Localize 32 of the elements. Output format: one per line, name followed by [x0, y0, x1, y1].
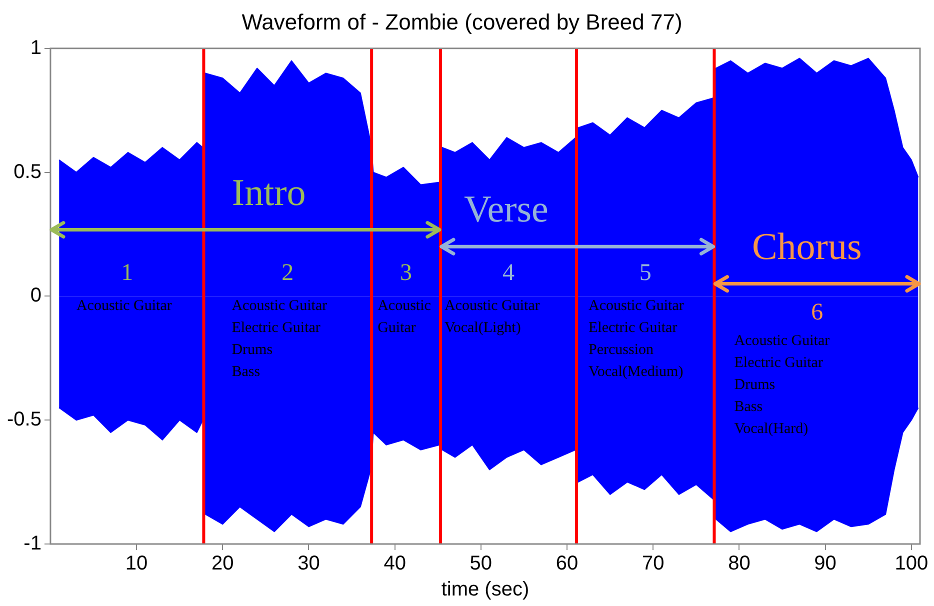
y-tick-label: 0.5: [14, 160, 42, 183]
y-tick-label: -0.5: [6, 408, 42, 431]
x-tick-label: 70: [642, 552, 664, 575]
x-tick-label: 100: [894, 552, 928, 575]
annotation: Intro: [232, 172, 306, 214]
annotation: 2: [282, 260, 294, 286]
x-tick-label: 60: [556, 552, 578, 575]
annotation: Verse: [464, 188, 548, 231]
annotation: 4: [502, 260, 514, 286]
annotation: Acoustic Guitar Electric Guitar Drums Bass Vocal(Hard): [734, 332, 830, 437]
y-tick-label: 1: [30, 36, 42, 59]
annotation: Acoustic Guitar Electric Guitar Drums Bass: [232, 298, 328, 380]
annotation: Acoustic Guitar Electric Guitar Percussion Vocal(Medium): [588, 298, 684, 380]
x-tick-label: 50: [470, 552, 492, 575]
x-tick-label: 80: [728, 552, 750, 575]
annotation: 6: [811, 299, 824, 326]
y-tick-label: -1: [24, 532, 42, 555]
x-tick-label: 30: [298, 552, 320, 575]
annotation: 1: [121, 260, 134, 286]
chart-title: Waveform of - Zombie (covered by Breed 77): [242, 9, 682, 34]
x-tick-label: 20: [212, 552, 234, 575]
x-axis-title: time (sec): [441, 578, 530, 601]
x-tick-label: 10: [125, 552, 148, 575]
y-tick-label: 0: [30, 284, 42, 307]
x-tick-label: 90: [814, 552, 836, 575]
annotation: Acoustic Guitar: [76, 298, 172, 314]
annotation: Acoustic Guitar Vocal(Light): [444, 298, 540, 336]
x-tick-label: 40: [384, 552, 406, 575]
annotation: Chorus: [752, 226, 862, 268]
annotation: 5: [639, 260, 652, 286]
annotation: 3: [400, 260, 412, 286]
annotation: Acoustic Guitar: [378, 298, 432, 336]
